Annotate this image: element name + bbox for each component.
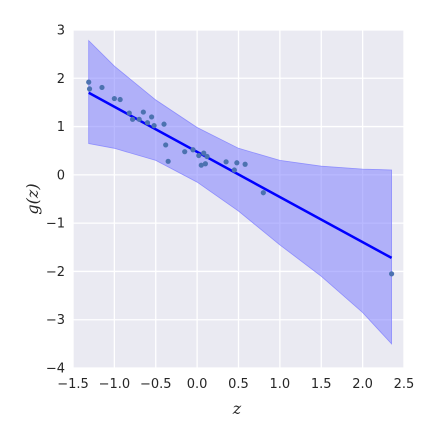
data-point xyxy=(198,162,204,168)
data-point xyxy=(149,114,155,120)
y-tick-label: 0 xyxy=(57,168,65,183)
confidence-band xyxy=(88,39,392,345)
y-tick-label: −1 xyxy=(46,217,65,232)
y-tick-label: 1 xyxy=(57,120,65,135)
y-axis-label: g(z) xyxy=(23,183,42,214)
y-tick-label: 3 xyxy=(57,24,65,39)
data-point xyxy=(388,271,395,277)
x-tick-label: 0.0 xyxy=(187,377,208,392)
x-tick-label: 1.5 xyxy=(311,377,332,392)
data-point xyxy=(136,116,142,122)
data-point xyxy=(129,116,136,122)
x-tick-label: 2.5 xyxy=(394,377,415,392)
data-point xyxy=(190,147,196,153)
y-tick-label: 2 xyxy=(57,72,65,87)
data-point xyxy=(204,153,210,160)
data-point xyxy=(223,159,229,165)
data-point xyxy=(165,158,171,164)
data-point xyxy=(111,95,117,102)
data-point xyxy=(86,86,93,92)
y-tick-label: −2 xyxy=(46,265,65,280)
data-point xyxy=(242,161,248,167)
data-point xyxy=(161,121,167,127)
x-tick-labels: −1.5 −1.0 −0.5 0.0 0.5 1.0 1.5 2.0 2.5 xyxy=(57,377,414,392)
data-point xyxy=(86,79,92,85)
data-point xyxy=(144,120,151,126)
data-point xyxy=(126,110,132,116)
x-axis-label: z xyxy=(232,399,242,418)
data-point xyxy=(182,149,188,155)
data-point xyxy=(260,190,266,196)
x-tick-label: 0.5 xyxy=(228,377,249,392)
x-tick-label: 2.0 xyxy=(352,377,373,392)
x-tick-label: −1.5 xyxy=(57,377,89,392)
data-point xyxy=(163,142,169,148)
y-tick-label: −3 xyxy=(46,313,65,328)
data-point xyxy=(151,123,157,129)
x-tick-label: 1.0 xyxy=(270,377,291,392)
data-point xyxy=(202,161,208,167)
data-point xyxy=(117,96,123,103)
data-point xyxy=(231,167,237,173)
data-point xyxy=(196,152,202,159)
x-tick-label: −0.5 xyxy=(140,377,172,392)
data-point xyxy=(201,150,207,156)
y-tick-labels: −4 −3 −2 −1 0 1 2 3 xyxy=(46,24,65,377)
scatter-points xyxy=(86,79,395,277)
data-point xyxy=(140,109,146,115)
data-point xyxy=(99,84,105,91)
x-tick-label: −1.0 xyxy=(99,377,131,392)
y-tick-label: −4 xyxy=(46,362,65,377)
data-point xyxy=(234,160,240,166)
